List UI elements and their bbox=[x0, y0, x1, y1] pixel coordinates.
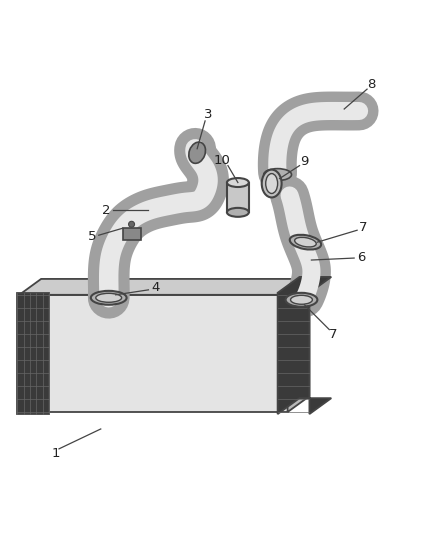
FancyBboxPatch shape bbox=[17, 293, 49, 414]
Text: 2: 2 bbox=[102, 204, 111, 217]
Polygon shape bbox=[288, 279, 309, 412]
Ellipse shape bbox=[295, 237, 316, 247]
Text: 3: 3 bbox=[204, 109, 212, 122]
Ellipse shape bbox=[262, 169, 282, 197]
Text: 9: 9 bbox=[300, 155, 309, 168]
Ellipse shape bbox=[189, 142, 205, 163]
Text: 5: 5 bbox=[88, 230, 96, 243]
Text: 4: 4 bbox=[151, 281, 159, 294]
Text: 8: 8 bbox=[367, 78, 375, 91]
Ellipse shape bbox=[129, 221, 134, 227]
Ellipse shape bbox=[286, 293, 318, 307]
Text: 10: 10 bbox=[214, 154, 230, 167]
Ellipse shape bbox=[227, 208, 249, 217]
Ellipse shape bbox=[290, 235, 321, 249]
Text: 7: 7 bbox=[359, 221, 367, 234]
Text: 7: 7 bbox=[329, 328, 338, 341]
Text: 6: 6 bbox=[357, 251, 365, 263]
Polygon shape bbox=[19, 279, 309, 295]
Ellipse shape bbox=[91, 291, 127, 305]
Polygon shape bbox=[278, 277, 331, 414]
Ellipse shape bbox=[96, 293, 122, 302]
Ellipse shape bbox=[227, 178, 249, 187]
Text: 1: 1 bbox=[52, 447, 60, 461]
Ellipse shape bbox=[266, 174, 278, 193]
FancyBboxPatch shape bbox=[227, 182, 249, 212]
Ellipse shape bbox=[264, 168, 292, 181]
FancyBboxPatch shape bbox=[123, 228, 141, 240]
Ellipse shape bbox=[290, 295, 312, 304]
FancyBboxPatch shape bbox=[19, 295, 288, 412]
